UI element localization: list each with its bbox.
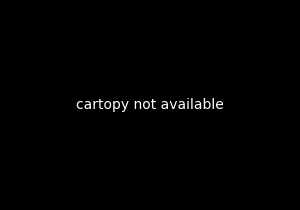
Text: cartopy not available: cartopy not available (76, 98, 224, 112)
